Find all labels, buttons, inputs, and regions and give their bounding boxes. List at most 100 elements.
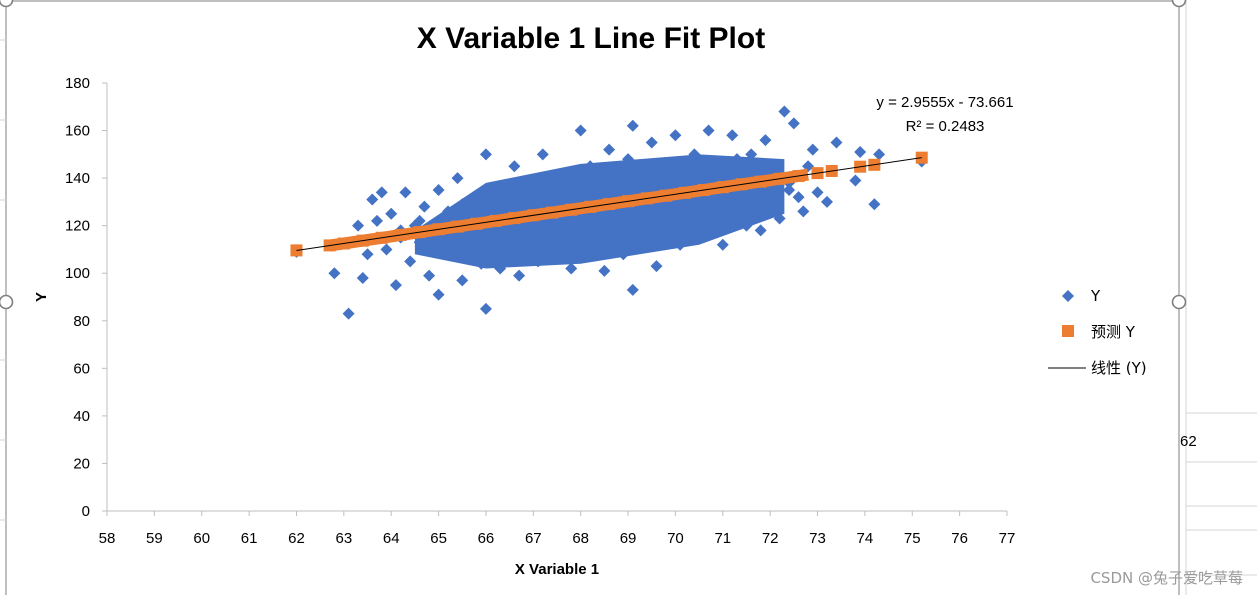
y-point: [546, 243, 559, 256]
y-point: [868, 198, 881, 211]
y-point: [342, 307, 355, 320]
y-tick-label: 160: [65, 123, 90, 140]
trendline-equation: y = 2.9555x - 73.661: [876, 94, 1013, 111]
y-point: [489, 195, 502, 208]
y-point: [432, 288, 445, 301]
y-point: [764, 195, 777, 208]
legend-label-predicted-y: 预测 Y: [1091, 323, 1136, 341]
y-point: [626, 283, 639, 296]
x-tick-label: 73: [809, 530, 826, 547]
y-point: [579, 238, 592, 251]
y-point: [565, 262, 578, 275]
y-point: [574, 172, 587, 185]
chart-title: X Variable 1 Line Fit Plot: [417, 22, 765, 55]
y-point: [423, 269, 436, 282]
y-point: [716, 210, 729, 223]
y-point: [664, 205, 677, 218]
y-point: [375, 186, 388, 199]
chart-frame[interactable]: [0, 0, 1187, 595]
y-point: [366, 193, 379, 206]
legend-item-trendline[interactable]: 线性 (Y): [1048, 359, 1147, 377]
y-point: [721, 157, 734, 170]
x-tick-label: 59: [146, 530, 163, 547]
y-point: [641, 231, 653, 244]
x-tick-label: 60: [193, 530, 210, 547]
y-point: [451, 172, 464, 185]
y-point: [413, 236, 426, 249]
y-point: [479, 243, 492, 256]
y-point: [603, 174, 616, 187]
legend[interactable]: Y 预测 Y 线性 (Y): [1048, 287, 1147, 377]
y-point: [683, 222, 696, 235]
y-point: [479, 148, 492, 161]
y-point: [659, 219, 672, 232]
y-point: [854, 145, 867, 158]
y-point: [527, 231, 540, 244]
x-tick-label: 63: [335, 530, 352, 547]
y-point: [622, 226, 635, 239]
y-point: [517, 200, 530, 213]
y-point: [352, 219, 365, 232]
y-point: [588, 229, 601, 242]
y-point: [650, 260, 663, 273]
y-point: [735, 193, 748, 206]
y-point: [726, 129, 739, 142]
y-point: [636, 176, 649, 189]
y-tick-label: 80: [73, 313, 90, 330]
axes: [106, 83, 1007, 512]
y-point: [361, 248, 374, 261]
y-point: [437, 248, 450, 261]
cell-value: 62: [1180, 433, 1197, 450]
y-point: [626, 119, 639, 132]
legend-label-trendline: 线性 (Y): [1091, 359, 1147, 377]
y-point: [598, 264, 611, 277]
x-tick-label: 67: [525, 530, 542, 547]
legend-item-y[interactable]: Y: [1062, 287, 1101, 305]
y-point: [588, 214, 601, 227]
y-point: [716, 238, 729, 251]
y-point: [607, 224, 620, 237]
y-point: [593, 184, 606, 196]
x-tick-label: 76: [951, 530, 968, 547]
y-point: [446, 207, 459, 220]
legend-item-predicted-y[interactable]: 预测 Y: [1062, 323, 1136, 341]
y-point: [650, 217, 663, 230]
x-axis-title: X Variable 1: [515, 561, 599, 578]
x-tick-label: 58: [99, 530, 116, 547]
y-point: [356, 271, 369, 284]
y-point: [655, 176, 668, 189]
y-point: [617, 214, 630, 227]
y-tick-label: 180: [65, 75, 90, 92]
y-tick-label: 40: [73, 408, 90, 425]
legend-marker-predicted-y: [1062, 325, 1074, 337]
y-point: [631, 207, 644, 220]
y-point: [555, 219, 568, 232]
y-point: [617, 248, 630, 261]
y-point: [697, 167, 710, 180]
y-point: [404, 255, 417, 268]
x-tick-label: 72: [762, 530, 779, 547]
resize-handle-top-right[interactable]: [1171, 0, 1187, 8]
y-point: [712, 172, 725, 185]
y-point: [437, 238, 450, 251]
y-point: [399, 186, 412, 199]
y-point: [873, 148, 886, 161]
resize-handle-left[interactable]: [0, 294, 14, 310]
linear-trendline: [296, 157, 922, 251]
y-point: [811, 186, 824, 199]
y-point: [740, 219, 753, 232]
y-point: [418, 200, 431, 213]
y-point: [527, 176, 540, 189]
y-point: [754, 224, 767, 237]
y-point: [532, 255, 545, 268]
y-point: [759, 134, 772, 147]
y-point: [389, 279, 402, 292]
resize-handle-right[interactable]: [1171, 294, 1187, 310]
predicted-y-point: [915, 151, 928, 164]
resize-handle-top-left[interactable]: [0, 0, 14, 8]
y-point: [470, 191, 483, 204]
y-point: [560, 238, 573, 251]
y-point: [546, 176, 559, 189]
y-point: [494, 262, 507, 275]
